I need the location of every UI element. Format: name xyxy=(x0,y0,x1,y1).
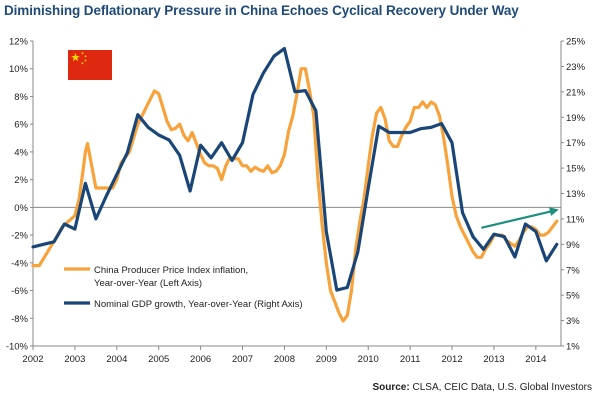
x-tick-label: 2007 xyxy=(232,354,253,365)
legend-label: Year-over-Year (Left Axis) xyxy=(94,278,202,289)
left-tick-label: 0% xyxy=(14,203,28,214)
x-tick-label: 2006 xyxy=(190,354,211,365)
right-tick-label: 21% xyxy=(566,87,586,98)
left-tick-label: 4% xyxy=(14,147,28,158)
left-tick-label: 12% xyxy=(9,37,29,48)
x-tick-label: 2002 xyxy=(22,354,43,365)
flag-small-star xyxy=(81,51,84,55)
flag-field xyxy=(68,50,112,80)
right-tick-label: 5% xyxy=(566,291,580,302)
flag-large-star xyxy=(71,52,80,62)
left-tick-label: 2% xyxy=(14,175,28,186)
flag-small-star xyxy=(84,54,87,58)
legend-label: Nominal GDP growth, Year-over-Year (Righ… xyxy=(94,299,303,310)
right-tick-label: 19% xyxy=(566,113,586,124)
chart-title: Diminishing Deflationary Pressure in Chi… xyxy=(4,3,519,18)
source-label: Source: xyxy=(372,382,410,393)
flag-small-star xyxy=(81,61,84,65)
china-flag-icon xyxy=(68,50,112,80)
right-tick-label: 23% xyxy=(566,62,586,73)
x-tick-label: 2009 xyxy=(316,354,337,365)
left-tick-label: -6% xyxy=(11,286,28,297)
source-note: Source: CLSA, CEIC Data, U.S. Global Inv… xyxy=(372,382,592,393)
left-tick-label: 8% xyxy=(14,92,28,103)
right-tick-label: 7% xyxy=(566,265,580,276)
left-tick-label: -2% xyxy=(11,231,28,242)
left-tick-label: -8% xyxy=(11,314,28,325)
left-tick-label: 10% xyxy=(9,64,29,75)
x-tick-label: 2004 xyxy=(106,354,127,365)
right-tick-label: 17% xyxy=(566,138,586,149)
legend: China Producer Price Index inflation, Yea… xyxy=(64,265,303,310)
right-tick-label: 11% xyxy=(566,214,585,225)
x-tick-label: 2011 xyxy=(400,354,420,365)
x-tick-label: 2012 xyxy=(441,354,462,365)
x-tick-label: 2003 xyxy=(64,354,85,365)
right-tick-label: 9% xyxy=(566,240,580,251)
x-tick-label: 2013 xyxy=(483,354,504,365)
legend-label: China Producer Price Index inflation, xyxy=(94,265,248,276)
source-text: CLSA, CEIC Data, U.S. Global Investors xyxy=(412,382,592,393)
right-tick-label: 13% xyxy=(566,189,586,200)
gdp-growth-line xyxy=(31,47,559,292)
x-tick-label: 2010 xyxy=(358,354,379,365)
flag-small-star xyxy=(84,59,87,62)
x-tick-label: 2005 xyxy=(148,354,169,365)
left-tick-label: -10% xyxy=(6,342,29,353)
axes: -10% -8% -6% -4% -2% 0% 2% 4% 6% 8% 10% 12% 1% 3% 5% 7%… xyxy=(6,37,586,366)
series-layer xyxy=(31,47,559,323)
ppi-inflation-line xyxy=(31,67,559,323)
trend-arrow xyxy=(481,207,559,229)
right-tick-label: 25% xyxy=(566,37,586,48)
right-tick-label: 15% xyxy=(566,164,586,175)
x-tick-label: 2014 xyxy=(525,354,546,365)
right-tick-label: 3% xyxy=(566,316,580,327)
x-tick-label: 2008 xyxy=(274,354,295,365)
left-tick-label: 6% xyxy=(14,120,28,131)
left-tick-label: -4% xyxy=(11,258,28,269)
right-tick-label: 1% xyxy=(566,342,580,353)
